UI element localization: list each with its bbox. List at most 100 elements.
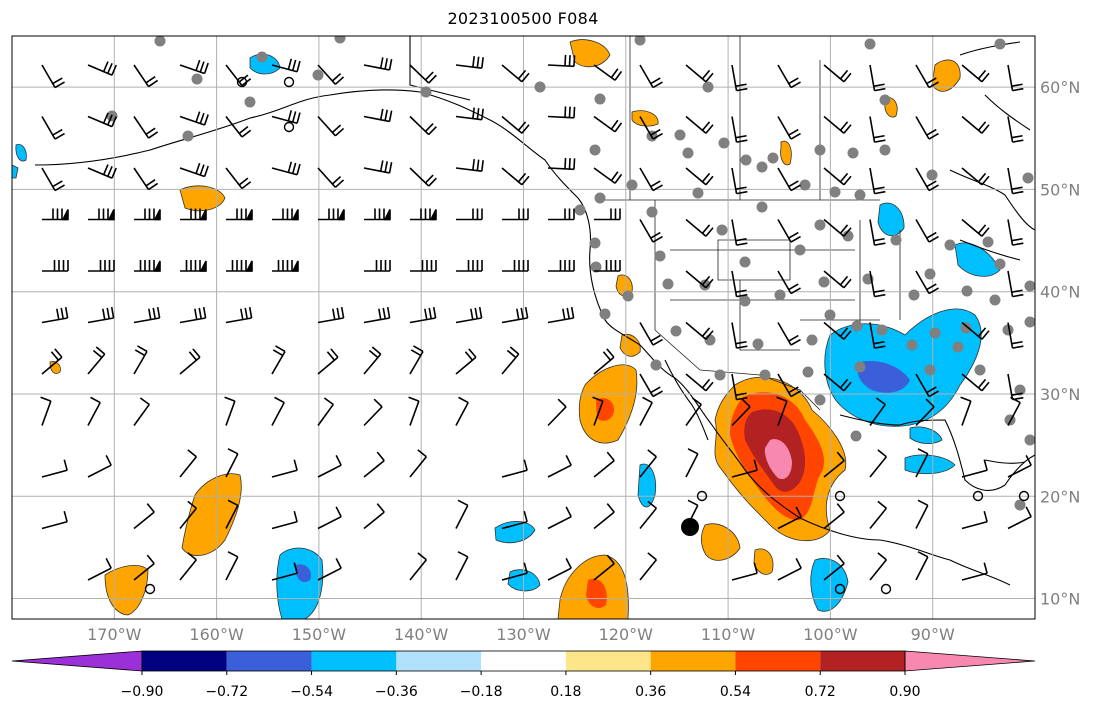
barb-feather <box>203 62 209 74</box>
barb-feather <box>92 349 103 359</box>
barb-feather <box>291 162 297 174</box>
wind-barb <box>777 558 802 581</box>
barb-feather <box>428 307 432 319</box>
barb-feather <box>509 346 520 355</box>
station-dot <box>334 36 346 44</box>
barb-staff <box>271 402 285 426</box>
station-dot <box>929 327 941 339</box>
barb-feather <box>293 510 298 522</box>
barb-feather <box>90 396 101 404</box>
barb-pennant <box>383 209 391 221</box>
barb-feather <box>705 72 714 83</box>
barb-feather <box>241 181 252 190</box>
station-dot <box>924 364 936 376</box>
barb-feather <box>111 116 117 127</box>
wind-barb <box>271 110 301 125</box>
barb-feather <box>614 70 623 81</box>
wind-barb <box>547 106 576 119</box>
colorbar-tick-label: 0.18 <box>550 684 581 700</box>
barb-staff <box>639 64 654 88</box>
wind-barb <box>271 345 286 375</box>
barb-staff <box>225 453 239 478</box>
barb-feather <box>417 552 427 561</box>
station-dot <box>989 294 1001 306</box>
wind-barb <box>915 219 939 243</box>
wind-barb <box>179 348 201 375</box>
barb-pennant <box>245 209 253 221</box>
wind-barb <box>823 373 852 392</box>
barb-feather <box>238 74 249 83</box>
barb-feather <box>788 386 799 394</box>
barb-feather <box>474 307 478 319</box>
lon-tick-label: 100°W <box>803 625 858 644</box>
barb-staff <box>87 115 113 128</box>
barb-pennant <box>337 209 345 221</box>
wind-barb <box>363 451 385 478</box>
station-dot <box>312 69 324 81</box>
barb-feather <box>376 503 385 513</box>
barb-staff <box>869 167 876 194</box>
barb-feather <box>50 351 60 361</box>
barb-feather <box>428 126 437 136</box>
barb-staff <box>409 351 424 375</box>
wind-barb <box>685 373 714 392</box>
barb-staff <box>593 356 615 375</box>
barb-staff <box>271 520 298 530</box>
barb-feather <box>457 499 469 507</box>
barb-feather <box>287 110 293 122</box>
station-dot <box>756 161 768 173</box>
positive-anomaly-north-3 <box>631 110 659 127</box>
station-dot <box>829 186 841 198</box>
barb-feather <box>736 396 748 401</box>
station-dot <box>714 369 726 381</box>
barb-feather <box>105 558 112 569</box>
barb-feather <box>238 126 249 135</box>
barb-feather <box>735 83 747 87</box>
barb-staff <box>869 219 876 246</box>
wind-barb <box>869 167 886 195</box>
barb-feather <box>287 161 293 173</box>
barb-feather <box>476 108 480 120</box>
wind-barb <box>593 503 615 530</box>
barb-staff <box>685 403 702 426</box>
barb-feather <box>481 57 484 69</box>
barb-feather <box>424 122 434 132</box>
wind-barb <box>915 448 929 478</box>
barb-feather <box>331 124 342 134</box>
lon-tick-label: 160°W <box>189 625 244 644</box>
station-dot <box>824 309 836 321</box>
wind-barb <box>639 64 663 89</box>
wind-barb <box>225 448 239 478</box>
barb-staff <box>915 373 930 397</box>
barb-staff <box>225 400 236 426</box>
barb-feather <box>241 129 252 138</box>
barb-feather <box>735 134 747 139</box>
wind-barb <box>1007 219 1024 246</box>
barb-feather <box>199 164 205 176</box>
barb-feather <box>790 390 801 398</box>
barb-staff <box>1007 270 1014 297</box>
barb-pennant <box>61 209 69 221</box>
barb-feather <box>107 165 113 177</box>
wind-barb <box>133 307 161 324</box>
wind-barb <box>271 58 301 73</box>
barb-feather <box>564 106 567 118</box>
wind-barb <box>915 64 939 89</box>
barb-feather <box>691 397 702 406</box>
colorbar-outline <box>141 650 906 672</box>
barb-feather <box>156 307 161 319</box>
wind-barb <box>317 455 342 478</box>
wind-barb <box>272 260 299 272</box>
barb-feather <box>293 459 298 471</box>
barb-staff <box>639 373 654 397</box>
station-dot <box>994 258 1006 270</box>
barb-feather <box>187 449 197 458</box>
lat-tick-label: 20°N <box>1040 487 1080 506</box>
barb-feather <box>146 503 155 513</box>
barb-feather <box>928 235 939 243</box>
barb-feather <box>981 330 990 340</box>
wind-barb <box>823 554 845 581</box>
barb-feather <box>148 79 159 88</box>
station-dot <box>740 154 752 166</box>
barb-feather <box>331 176 342 185</box>
